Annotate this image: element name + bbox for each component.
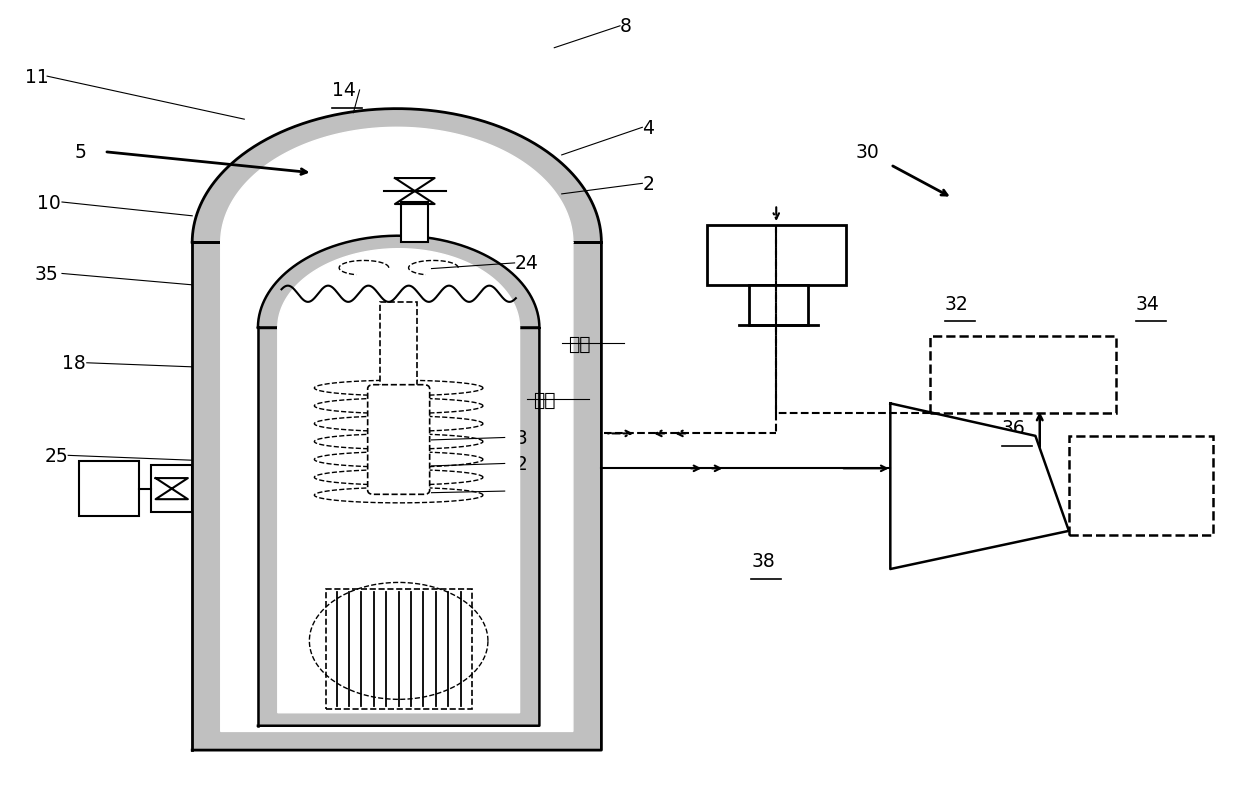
Text: 14: 14 bbox=[332, 81, 356, 101]
Polygon shape bbox=[890, 404, 1069, 569]
Bar bbox=[379, 303, 417, 393]
Text: 36: 36 bbox=[1002, 418, 1025, 438]
Text: 8: 8 bbox=[620, 17, 632, 36]
Text: 35: 35 bbox=[35, 264, 58, 284]
Text: 蒸汽: 蒸汽 bbox=[568, 334, 590, 354]
Text: 给水: 给水 bbox=[533, 390, 556, 410]
Bar bbox=[151, 466, 192, 513]
Bar bbox=[707, 225, 846, 285]
Text: 23: 23 bbox=[505, 428, 528, 448]
Text: 22: 22 bbox=[505, 454, 528, 474]
Text: 2: 2 bbox=[642, 174, 655, 194]
Bar bbox=[79, 461, 139, 517]
Text: 32: 32 bbox=[945, 294, 968, 314]
Polygon shape bbox=[221, 128, 573, 732]
Text: 11: 11 bbox=[25, 67, 48, 87]
Text: 4: 4 bbox=[642, 118, 655, 138]
Polygon shape bbox=[192, 109, 601, 750]
Text: 30: 30 bbox=[856, 143, 879, 162]
Text: 5: 5 bbox=[74, 143, 87, 162]
Text: 18: 18 bbox=[62, 354, 86, 373]
Text: 34: 34 bbox=[1136, 294, 1159, 314]
Bar bbox=[749, 285, 808, 326]
Bar bbox=[1069, 436, 1213, 535]
Text: 10: 10 bbox=[37, 193, 61, 212]
Polygon shape bbox=[258, 237, 539, 726]
Bar bbox=[402, 203, 429, 243]
Bar bbox=[325, 590, 471, 709]
Polygon shape bbox=[278, 250, 520, 713]
Bar bbox=[930, 337, 1116, 414]
Text: 6: 6 bbox=[505, 482, 517, 501]
Text: 25: 25 bbox=[45, 446, 68, 466]
Text: 38: 38 bbox=[751, 551, 775, 571]
Text: 24: 24 bbox=[515, 254, 538, 273]
FancyBboxPatch shape bbox=[367, 385, 429, 495]
